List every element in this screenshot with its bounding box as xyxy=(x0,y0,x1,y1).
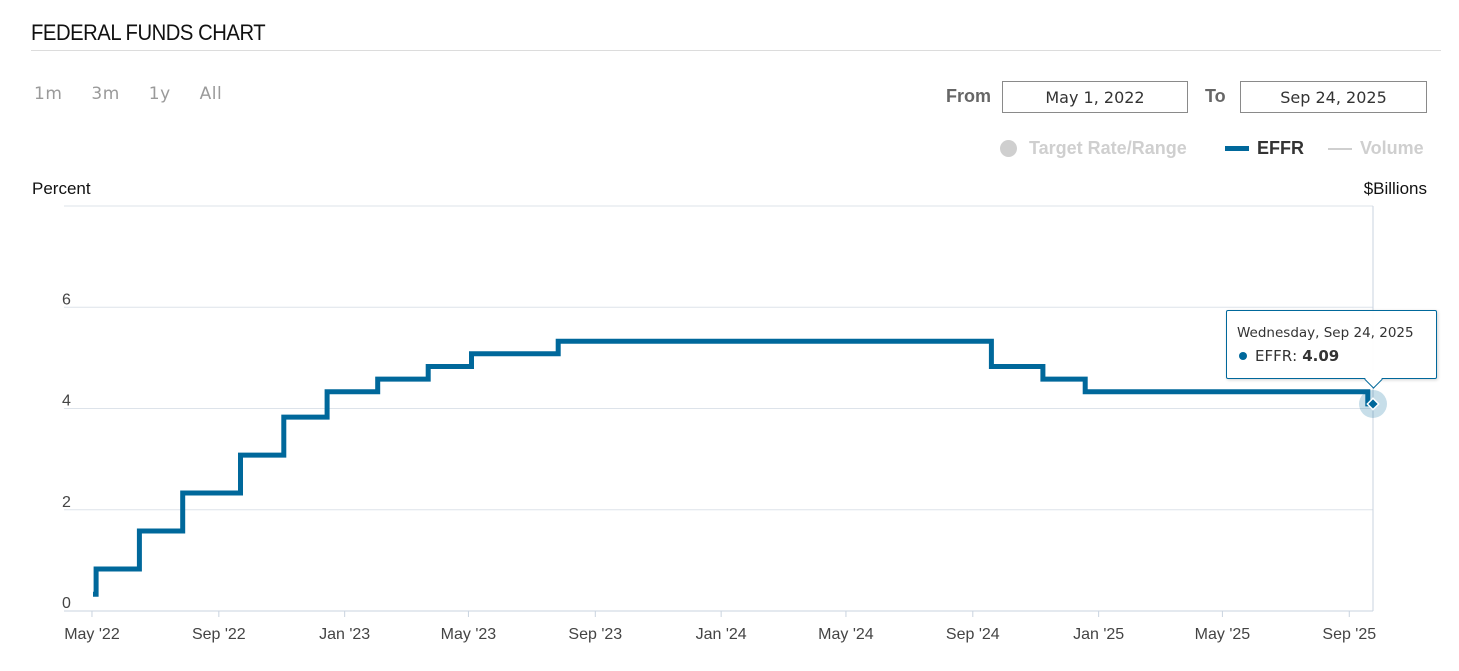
legend-item-target-rate[interactable]: Target Rate/Range xyxy=(1000,138,1187,159)
series-line-effr xyxy=(93,338,1373,597)
x-tick-label: Sep '22 xyxy=(192,626,246,643)
range-button-1y[interactable]: 1y xyxy=(148,84,171,104)
legend-effr-marker xyxy=(1225,146,1249,151)
y-tick-label: 4 xyxy=(62,393,71,410)
tooltip-series-name: EFFR xyxy=(1255,347,1293,365)
to-date-input[interactable]: Sep 24, 2025 xyxy=(1240,81,1427,113)
y-tick-label: 0 xyxy=(62,595,71,612)
legend-volume-marker xyxy=(1328,147,1352,150)
hover-point-marker xyxy=(1366,397,1380,411)
range-button-3m[interactable]: 3m xyxy=(91,84,120,104)
range-selector: 1m 3m 1y All xyxy=(34,84,251,104)
x-tick-label: May '24 xyxy=(818,626,874,643)
range-button-all[interactable]: All xyxy=(199,84,223,104)
x-tick-label: May '25 xyxy=(1195,626,1251,643)
legend-target-label: Target Rate/Range xyxy=(1029,138,1187,158)
x-tick-label: May '23 xyxy=(441,626,497,643)
legend-volume-label: Volume xyxy=(1360,138,1424,158)
to-label: To xyxy=(1205,86,1226,106)
left-axis-title: Percent xyxy=(32,179,91,198)
from-date-input[interactable]: May 1, 2022 xyxy=(1002,81,1188,113)
tooltip-series-dot xyxy=(1239,352,1247,360)
legend-effr-label: EFFR xyxy=(1257,138,1304,158)
legend-item-volume[interactable]: Volume xyxy=(1328,138,1424,159)
x-tick-label: Jan '23 xyxy=(319,626,370,643)
range-button-1m[interactable]: 1m xyxy=(34,84,63,104)
legend-item-effr[interactable]: EFFR xyxy=(1225,138,1304,159)
y-tick-label: 6 xyxy=(62,291,71,308)
chart-legend: Target Rate/Range EFFR Volume xyxy=(0,138,1459,162)
title-divider xyxy=(31,50,1441,51)
tooltip-value: 4.09 xyxy=(1302,347,1340,365)
x-tick-label: Sep '23 xyxy=(568,626,622,643)
x-tick-label: May '22 xyxy=(64,626,120,643)
page-title: FEDERAL FUNDS CHART xyxy=(31,20,266,45)
y-tick-label: 2 xyxy=(62,494,71,511)
chart-tooltip: Wednesday, Sep 24, 2025 EFFR:4.09 xyxy=(1226,310,1437,389)
tooltip-date: Wednesday, Sep 24, 2025 xyxy=(1237,325,1414,341)
x-tick-label: Sep '25 xyxy=(1322,626,1376,643)
right-axis-title: $Billions xyxy=(1363,179,1427,198)
legend-target-marker xyxy=(1000,140,1017,157)
x-tick-label: Sep '24 xyxy=(946,626,1000,643)
x-tick-label: Jan '25 xyxy=(1073,626,1124,643)
x-tick-label: Jan '24 xyxy=(696,626,747,643)
tooltip-row: EFFR:4.09 xyxy=(1239,347,1339,365)
from-label: From xyxy=(946,86,991,106)
